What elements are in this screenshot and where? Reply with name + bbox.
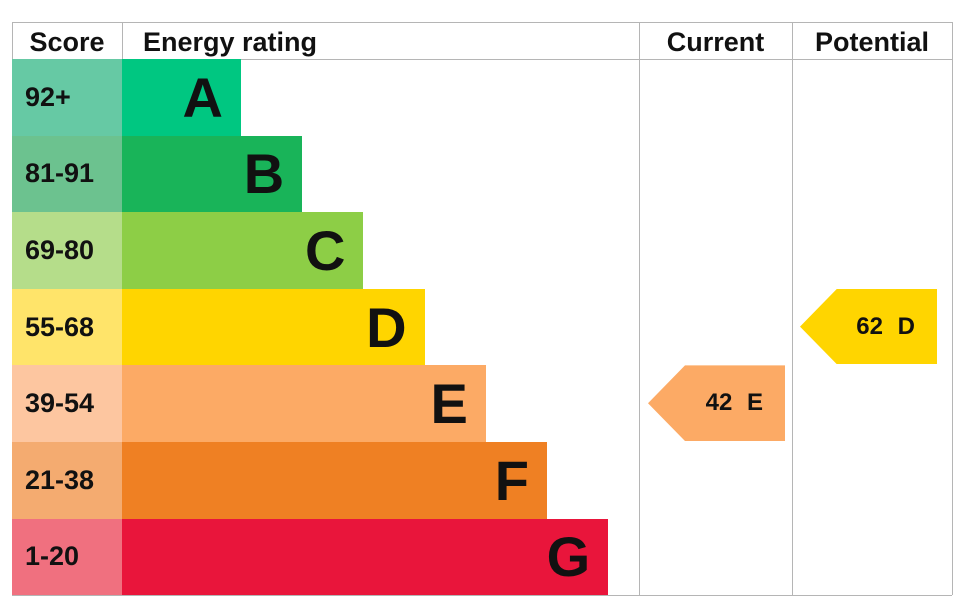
grid-line [792,22,793,595]
score-range-b: 81-91 [12,135,122,213]
score-range-c: 69-80 [12,212,122,289]
header-current: Current [666,27,765,57]
rating-bar-a: A [122,59,241,136]
rating-bar-c: C [122,212,364,289]
potential-rating-label: 62 D [856,312,915,340]
rating-bar-d: D [122,288,425,366]
score-range-f: 21-38 [12,442,122,519]
grid-line [12,22,952,23]
score-range-g: 1-20 [12,518,122,596]
header-energy-rating: Energy rating [143,27,318,57]
grid-line [122,22,123,59]
score-range-e: 39-54 [12,365,122,442]
rating-bar-e: E [122,365,486,442]
rating-bar-b: B [122,135,303,213]
grid-line [12,595,952,596]
header-score: Score [29,27,105,57]
grid-line [12,59,952,60]
current-rating-arrow: 42 E [648,365,785,441]
rating-bar-g: G [122,518,609,596]
potential-rating-arrow: 62 D [800,288,937,365]
rating-bar-f: F [122,442,547,519]
score-range-a: 92+ [12,59,122,136]
grid-line [639,22,640,595]
grid-line [952,22,953,595]
current-rating-label: 42 E [705,389,763,417]
score-range-d: 55-68 [12,288,122,366]
header-potential: Potential [814,27,929,57]
